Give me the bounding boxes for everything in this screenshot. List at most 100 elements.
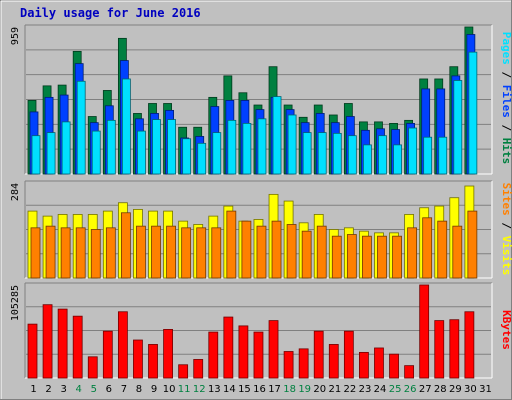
bar-kbytes-day-4 [72, 315, 83, 379]
x-tick-label-day-27: 27 [419, 384, 432, 395]
x-tick-label-day-31: 31 [479, 384, 492, 395]
x-tick-label-day-30: 30 [464, 384, 477, 395]
bar-sites-day-25 [392, 235, 402, 279]
y-max-label: 959 [10, 27, 21, 45]
bar-sites-day-2 [45, 225, 56, 279]
bar-kbytes-day-19 [298, 348, 309, 379]
bar-sites-day-7 [120, 212, 131, 279]
x-tick-label-day-12: 12 [193, 384, 206, 395]
bar-pages-day-13 [212, 132, 222, 175]
x-tick-label-day-14: 14 [223, 384, 236, 395]
bar-pages-day-2 [46, 132, 56, 175]
bar-pages-day-10 [167, 119, 176, 175]
bar-pages-day-7 [121, 78, 131, 175]
bar-sites-day-14 [226, 210, 237, 279]
bar-sites-day-15 [241, 220, 252, 279]
bar-pages-day-20 [317, 132, 327, 175]
bar-kbytes-day-26 [404, 365, 415, 379]
bar-kbytes-day-28 [434, 320, 445, 379]
bar-sites-day-10 [166, 225, 176, 279]
x-tick-label-day-17: 17 [268, 384, 281, 395]
chart-title: Daily usage for June 2016 [20, 6, 201, 20]
bar-pages-day-30 [468, 51, 478, 175]
bar-sites-day-5 [90, 229, 101, 279]
bar-pages-day-3 [61, 121, 71, 175]
bar-sites-day-6 [105, 227, 116, 279]
bar-pages-day-21 [332, 132, 342, 175]
bar-kbytes-day-25 [389, 353, 399, 379]
bar-pages-day-11 [182, 138, 192, 175]
bar-kbytes-day-18 [283, 351, 294, 379]
x-tick-label-day-15: 15 [238, 384, 251, 395]
label-separator: / [500, 65, 512, 85]
x-tick-label-day-28: 28 [434, 384, 447, 395]
x-tick-label-day-11: 11 [178, 384, 191, 395]
x-tick-label-day-6: 6 [106, 384, 112, 395]
x-tick-label-day-5: 5 [91, 384, 97, 395]
bar-sites-day-8 [136, 225, 146, 279]
legend-pages: Pages [500, 32, 512, 65]
x-tick-label-day-22: 22 [344, 384, 357, 395]
bar-sites-day-28 [437, 220, 448, 279]
bar-kbytes-day-13 [208, 331, 219, 379]
x-tick-label-day-21: 21 [328, 384, 341, 395]
x-tick-label-day-23: 23 [359, 384, 372, 395]
bar-sites-day-20 [316, 225, 327, 279]
legend-hits: Hits [500, 138, 512, 165]
bar-sites-day-27 [422, 217, 433, 279]
bar-pages-day-14 [227, 119, 237, 175]
bar-pages-day-16 [257, 118, 267, 175]
x-tick-label-day-9: 9 [151, 384, 157, 395]
bar-kbytes-day-20 [313, 330, 324, 379]
bar-pages-day-4 [76, 80, 86, 175]
label-separator: / [500, 118, 512, 138]
bar-pages-day-8 [137, 130, 146, 175]
bar-pages-day-24 [378, 135, 387, 175]
bar-kbytes-day-30 [464, 311, 475, 379]
bar-kbytes-day-12 [193, 359, 204, 379]
bar-kbytes-day-22 [343, 330, 354, 379]
bar-sites-day-17 [271, 220, 282, 279]
bar-pages-day-26 [408, 127, 418, 175]
bar-kbytes-day-27 [419, 284, 430, 379]
bar-pages-day-18 [287, 114, 297, 175]
bar-kbytes-day-6 [102, 330, 113, 379]
bar-kbytes-day-16 [253, 331, 264, 379]
bar-sites-day-24 [377, 235, 387, 279]
bar-sites-day-11 [181, 227, 192, 279]
bar-kbytes-day-21 [328, 344, 339, 379]
bar-kbytes-day-9 [148, 344, 158, 379]
bar-sites-day-18 [286, 224, 297, 279]
x-tick-label-day-18: 18 [283, 384, 296, 395]
bar-pages-day-17 [272, 96, 282, 175]
bar-pages-day-25 [393, 144, 402, 175]
bar-pages-day-15 [242, 123, 252, 175]
bar-sites-day-21 [331, 235, 342, 279]
x-tick-label-day-3: 3 [60, 384, 66, 395]
x-tick-label-day-26: 26 [404, 384, 417, 395]
x-tick-label-day-1: 1 [30, 384, 36, 395]
bar-pages-day-5 [91, 130, 101, 175]
x-tick-label-day-2: 2 [45, 384, 51, 395]
bar-kbytes-day-24 [374, 347, 384, 379]
bar-kbytes-day-8 [133, 339, 143, 379]
bar-pages-day-27 [423, 136, 433, 175]
bar-sites-day-16 [256, 225, 267, 279]
x-tick-label-day-16: 16 [253, 384, 266, 395]
legend-kbytes: KBytes [500, 310, 512, 350]
bar-pages-day-12 [197, 142, 207, 175]
x-tick-label-day-13: 13 [208, 384, 221, 395]
legend-middle-panel: Sites / Visits [500, 183, 512, 276]
bar-pages-day-22 [347, 135, 357, 175]
x-tick-label-day-29: 29 [449, 384, 462, 395]
bar-kbytes-day-17 [268, 320, 279, 379]
legend-bottom-panel: KBytes [500, 310, 512, 350]
label-separator: / [500, 216, 512, 236]
x-tick-label-day-19: 19 [298, 384, 311, 395]
bar-kbytes-day-2 [42, 304, 53, 379]
bar-sites-day-29 [452, 225, 463, 279]
bar-sites-day-3 [60, 227, 71, 279]
bar-kbytes-day-29 [449, 319, 460, 379]
